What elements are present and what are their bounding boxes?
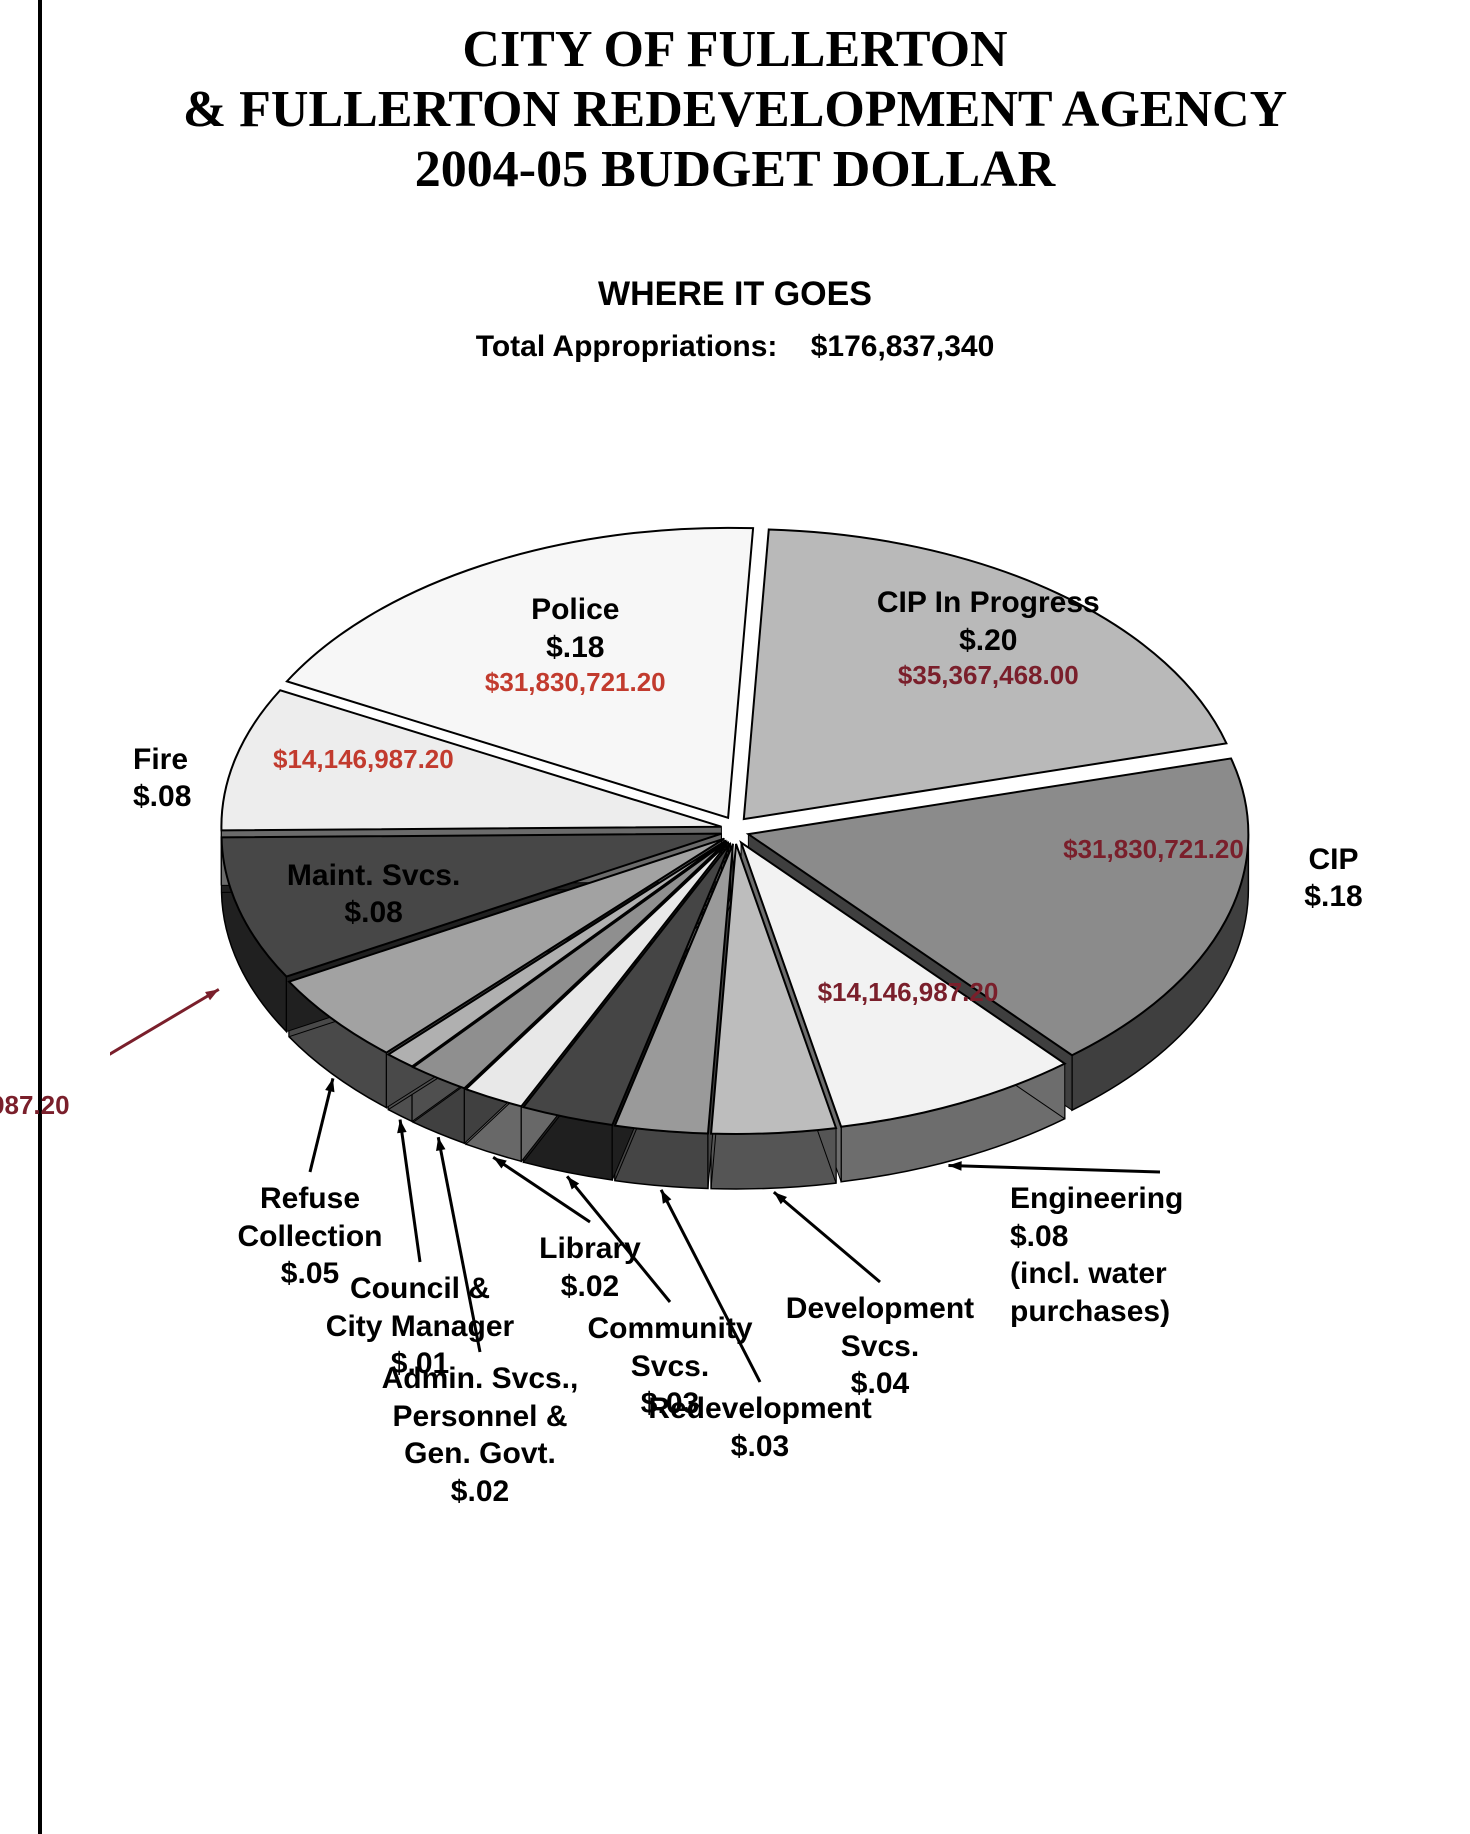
callout-library: Library$.02 — [440, 1230, 740, 1305]
slice-label-police: Police — [415, 591, 735, 629]
label-fire-amt: $14,146,987.20 — [273, 743, 553, 776]
slice-amount-eng: $14,146,987.20 — [758, 976, 1058, 1009]
label-maint-amt: $14,146,987.20 — [0, 1089, 189, 1122]
page: CITY OF FULLERTON & FULLERTON REDEVELOPM… — [0, 0, 1470, 1834]
callout-admin_svcs-2: Gen. Govt. — [330, 1435, 630, 1473]
slice-share-cip-in-progress: $.20 — [808, 622, 1168, 660]
total-label: Total Appropriations: — [476, 330, 778, 363]
label-police: Police$.18$31,830,721.20 — [415, 591, 735, 699]
callout-admin_svcs-3: $.02 — [330, 1473, 630, 1511]
callout-dev_svcs-0: Development — [730, 1290, 1030, 1328]
callout-dev_svcs-1: Svcs. — [730, 1328, 1030, 1366]
callout-engineering: Engineering$.08(incl. waterpurchases) — [1010, 1180, 1310, 1330]
callout-engineering-0: Engineering — [1010, 1180, 1310, 1218]
slice-label-fire: Fire — [133, 741, 273, 779]
slice-share-fire: $.08 — [133, 778, 273, 816]
slice-share-cip: $.18 — [1264, 878, 1404, 916]
callout-dev_svcs: DevelopmentSvcs.$.04 — [730, 1290, 1030, 1403]
title-line-1: CITY OF FULLERTON — [0, 20, 1470, 80]
subtitle-where: WHERE IT GOES — [0, 275, 1470, 314]
callout-library-0: Library — [440, 1230, 740, 1268]
slice-amount-cip-in-progress: $35,367,468.00 — [808, 659, 1168, 692]
label-eng-amt: $14,146,987.20 — [758, 976, 1058, 1009]
slice-amount-police: $31,830,721.20 — [415, 666, 735, 699]
label-maint: Maint. Svcs.$.08 — [244, 857, 504, 932]
slice-share-police: $.18 — [415, 629, 735, 667]
title-line-3: 2004-05 BUDGET DOLLAR — [0, 140, 1470, 200]
slice-label-cip-in-progress: CIP In Progress — [808, 584, 1168, 622]
callout-engineering-1: $.08 — [1010, 1218, 1310, 1256]
slice-amount-maint: $14,146,987.20 — [0, 1089, 189, 1122]
callout-refuse-1: Collection — [160, 1218, 460, 1256]
callout-library-1: $.02 — [440, 1268, 740, 1306]
label-fire: Fire$.08 — [133, 741, 273, 816]
label-cip-in-progress: CIP In Progress$.20$35,367,468.00 — [808, 584, 1168, 692]
callout-refuse-0: Refuse — [160, 1180, 460, 1218]
total-value: $176,837,340 — [811, 330, 995, 363]
slice-label-maint: Maint. Svcs. — [244, 857, 504, 895]
callout-redevelopment-1: $.03 — [610, 1428, 910, 1466]
title-line-2: & FULLERTON REDEVELOPMENT AGENCY — [0, 80, 1470, 140]
slice-label-cip: CIP — [1264, 841, 1404, 879]
slice-amount-fire: $14,146,987.20 — [273, 743, 553, 776]
callout-dev_svcs-2: $.04 — [730, 1365, 1030, 1403]
callout-engineering-3: purchases) — [1010, 1293, 1310, 1331]
callout-engineering-2: (incl. water — [1010, 1255, 1310, 1293]
slice-share-maint: $.08 — [244, 894, 504, 932]
title-block: CITY OF FULLERTON & FULLERTON REDEVELOPM… — [0, 20, 1470, 199]
label-cip: CIP$.18 — [1264, 841, 1404, 916]
subtitle-total: Total Appropriations: $176,837,340 — [0, 330, 1470, 364]
